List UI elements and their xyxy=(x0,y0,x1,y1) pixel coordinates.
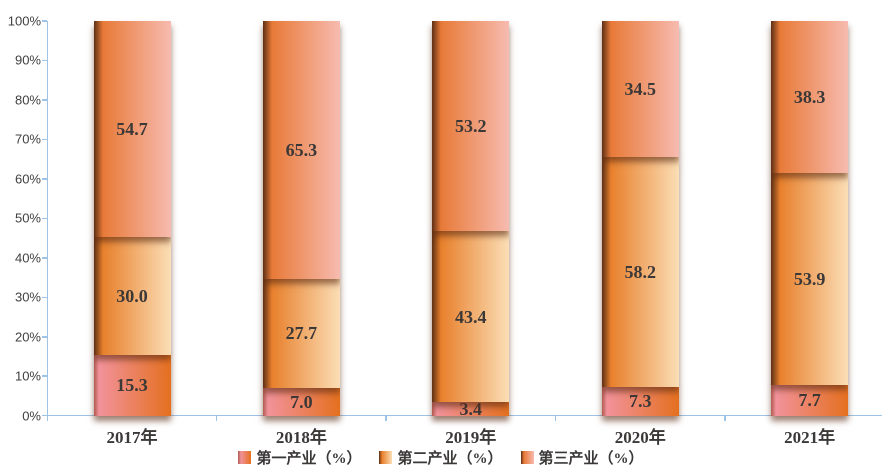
y-axis-tick xyxy=(42,217,48,220)
bar-data-label: 53.9 xyxy=(793,268,826,289)
x-category-label: 2017年 xyxy=(106,428,158,447)
x-category-label: 2021年 xyxy=(784,428,836,447)
bar-segment: 34.5 xyxy=(601,21,679,158)
bar-data-label: 53.2 xyxy=(455,115,487,136)
x-axis-line xyxy=(46,414,882,417)
y-axis-tick-label: 20% xyxy=(14,329,41,345)
bar-data-label: 7.7 xyxy=(798,390,821,411)
legend-label: 第二产业（%） xyxy=(397,451,503,467)
legend-label: 第一产业（%） xyxy=(256,451,362,467)
y-axis-tick xyxy=(42,138,48,141)
x-axis-tick xyxy=(46,415,49,421)
y-axis-line xyxy=(46,21,49,416)
y-axis-tick-label: 80% xyxy=(14,92,41,108)
bar-segment: 27.7 xyxy=(262,278,340,389)
y-axis-tick xyxy=(42,414,48,417)
x-category-label: 2018年 xyxy=(275,428,327,447)
bar-segment: 7.3 xyxy=(601,386,679,416)
bar-segment: 30.0 xyxy=(93,236,171,356)
legend-swatch-icon xyxy=(379,451,393,464)
y-axis-tick xyxy=(42,296,48,299)
bar-data-label: 7.0 xyxy=(290,391,313,412)
y-axis-tick xyxy=(42,375,48,377)
bar-segment: 54.7 xyxy=(93,21,171,237)
bar-data-label: 30.0 xyxy=(116,286,148,307)
y-axis-tick xyxy=(42,178,48,180)
legend-item: 第一产业（%） xyxy=(238,447,361,468)
bar-segment: 58.2 xyxy=(601,157,679,387)
y-axis-tick xyxy=(42,336,48,338)
y-axis-tick-label: 0% xyxy=(22,408,41,424)
bar-segment: 38.3 xyxy=(771,21,849,173)
bar-data-label: 34.5 xyxy=(624,79,656,100)
bar-segment: 53.9 xyxy=(771,172,849,386)
bar-data-label: 58.2 xyxy=(624,262,656,282)
bar-segment: 15.3 xyxy=(93,355,171,416)
y-axis-tick-label: 60% xyxy=(14,171,41,187)
y-axis-tick-label: 40% xyxy=(14,250,41,266)
y-axis-tick xyxy=(42,257,48,259)
x-category-label: 2019年 xyxy=(445,428,497,447)
y-axis-tick-label: 50% xyxy=(14,210,41,226)
y-axis-tick-label: 90% xyxy=(14,52,41,68)
y-axis-tick xyxy=(42,20,48,22)
y-axis-tick xyxy=(42,99,48,101)
legend-item: 第二产业（%） xyxy=(379,447,503,468)
x-axis-tick xyxy=(724,415,726,421)
bar-segment: 53.2 xyxy=(432,21,510,231)
chart-legend: 第一产业（%） 第二产业（%） 第三产业（%） xyxy=(0,447,882,468)
bar-data-label: 3.4 xyxy=(459,398,483,419)
bar-data-label: 43.4 xyxy=(455,306,487,327)
y-axis-tick-label: 10% xyxy=(14,368,41,384)
bar-data-label: 65.3 xyxy=(285,139,318,160)
bar-data-label: 27.7 xyxy=(285,323,318,344)
bar-segment: 3.4 xyxy=(432,398,510,419)
y-axis-tick-label: 70% xyxy=(14,131,41,147)
x-axis-tick xyxy=(385,415,387,421)
legend-swatch-icon xyxy=(520,451,534,464)
legend-swatch-icon xyxy=(238,451,252,464)
bar-segment: 65.3 xyxy=(262,21,340,279)
legend-label: 第三产业（%） xyxy=(538,451,644,467)
y-axis-tick-label: 30% xyxy=(14,289,41,305)
bar-data-label: 38.3 xyxy=(793,86,826,107)
y-axis-tick xyxy=(42,59,48,62)
bar-data-label: 15.3 xyxy=(116,375,148,396)
bar-segment: 7.7 xyxy=(771,385,849,416)
x-category-label: 2020年 xyxy=(614,428,666,447)
bar-segment: 7.0 xyxy=(262,388,340,416)
bar-segment: 43.4 xyxy=(432,230,510,403)
x-axis-tick xyxy=(554,415,557,421)
bar-data-label: 7.3 xyxy=(628,391,652,412)
y-axis-tick-label: 100% xyxy=(7,13,41,29)
x-axis-tick xyxy=(215,415,218,421)
legend-item: 第三产业（%） xyxy=(520,447,644,468)
bar-data-label: 54.7 xyxy=(116,118,148,139)
